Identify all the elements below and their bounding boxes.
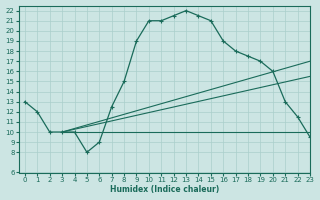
X-axis label: Humidex (Indice chaleur): Humidex (Indice chaleur) [110, 185, 219, 194]
